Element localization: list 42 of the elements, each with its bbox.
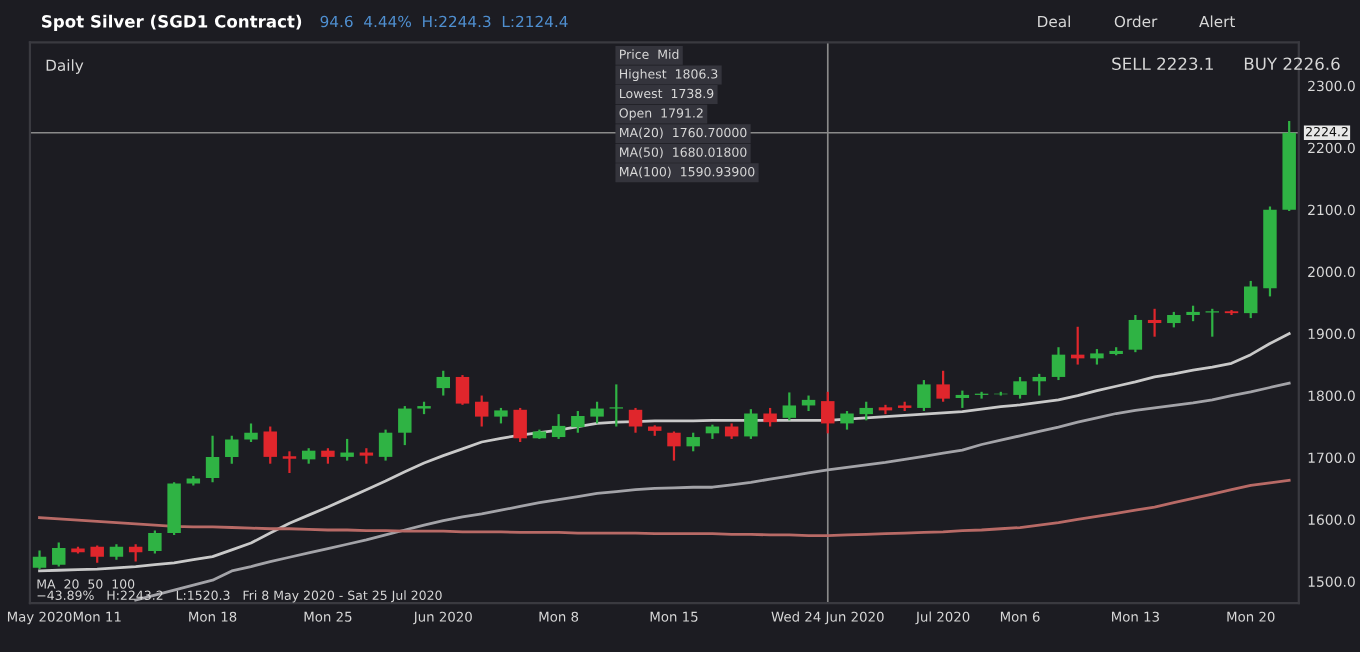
- candlestick: [859, 400, 873, 422]
- candlestick: [340, 437, 354, 462]
- candlestick: [52, 541, 66, 568]
- candlestick: [32, 549, 47, 571]
- candlestick: [1013, 375, 1027, 400]
- candlestick: [205, 434, 220, 484]
- candlestick: [282, 450, 297, 475]
- candlestick: [763, 406, 777, 428]
- annotation: SELL 2223.1: [1112, 57, 1213, 71]
- candlestick: [628, 406, 643, 434]
- candlestick: [474, 394, 489, 428]
- candlestick: [244, 422, 258, 444]
- candlestick: [398, 404, 412, 447]
- candlestick: [148, 529, 162, 555]
- candlestick: [436, 369, 450, 397]
- candlestick: [590, 400, 604, 425]
- chart-title: Spot Silver (SGD1 Contract): [42, 14, 302, 31]
- candlestick: [1147, 307, 1162, 338]
- candlestick: [378, 428, 393, 462]
- candlestick: [840, 409, 854, 431]
- candlestick: [1032, 372, 1046, 397]
- candlestick: [1051, 346, 1066, 382]
- candlestick: [609, 383, 624, 428]
- candlestick: [821, 390, 835, 435]
- candlestick: [225, 434, 239, 465]
- candlestick: [686, 431, 700, 453]
- candlestick: [571, 409, 585, 434]
- candlestick: [744, 408, 758, 441]
- candlestick: [667, 430, 681, 462]
- candlestick: [551, 413, 566, 441]
- candlestick: [263, 425, 277, 465]
- candlestick: [936, 369, 950, 403]
- candlestick: [917, 378, 931, 413]
- candlestick: [1128, 313, 1143, 354]
- candlestick: [1205, 307, 1220, 338]
- annotation: BUY 2226.6: [1244, 57, 1340, 71]
- candlestick: [782, 391, 797, 422]
- candlestick: [1244, 279, 1258, 320]
- line-series: [38, 479, 1291, 537]
- candlestick: [455, 373, 470, 406]
- candlestick: [513, 406, 527, 444]
- line-series: [38, 332, 1291, 573]
